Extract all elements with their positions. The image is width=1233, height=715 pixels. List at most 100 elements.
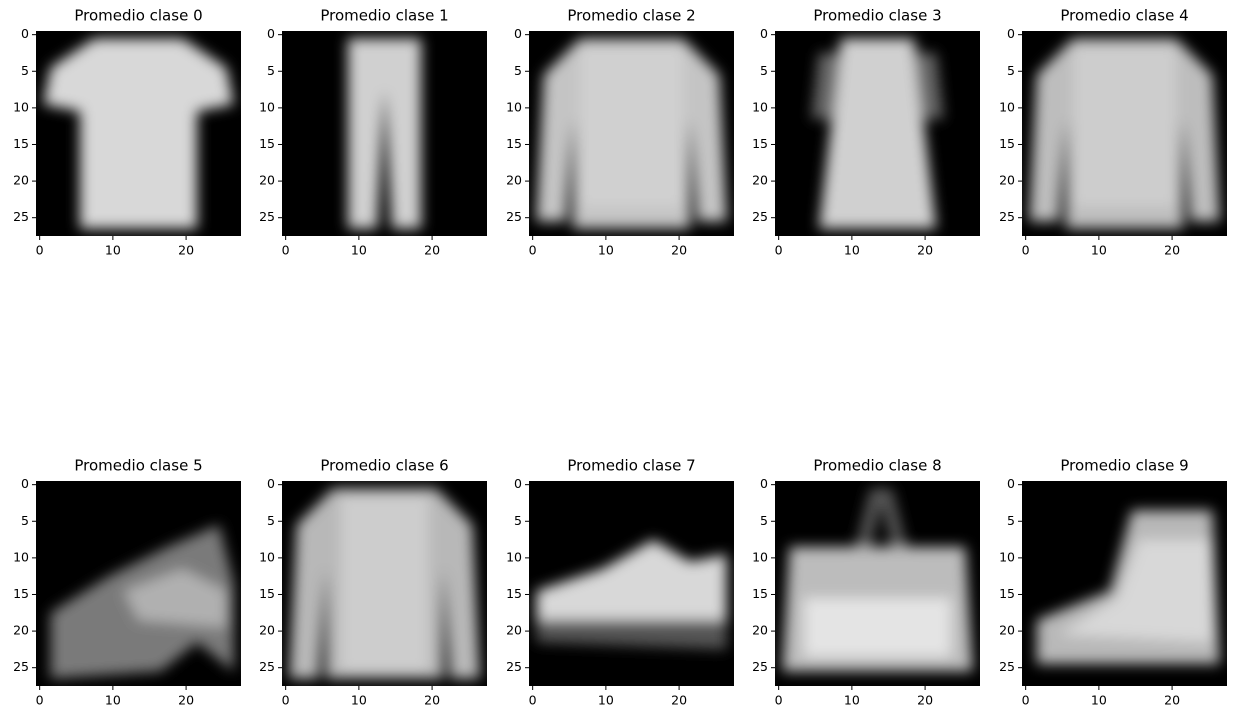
y-tick-label: 10 [506, 549, 522, 564]
y-tick-label: 5 [1007, 63, 1015, 78]
image-content [347, 38, 422, 229]
y-tick-label: 25 [506, 659, 522, 674]
x-tick-label: 10 [598, 243, 614, 258]
image [1022, 481, 1227, 686]
x-tick-label: 20 [424, 693, 440, 708]
y-tick-label: 15 [259, 136, 275, 151]
y-tick-label: 15 [752, 586, 768, 601]
y-tick-label: 25 [752, 209, 768, 224]
x-tick-label: 20 [917, 693, 933, 708]
silhouette [1073, 45, 1176, 207]
silhouette [536, 620, 727, 650]
silhouette [1058, 539, 1213, 643]
y-tick-label: 5 [21, 513, 29, 528]
subplot-title: Promedio clase 1 [320, 7, 448, 25]
silhouette [580, 45, 683, 207]
y-tick-label: 20 [506, 623, 522, 638]
subplot: Promedio clase 6 0 10 20 0 5 10 15 20 25 [259, 457, 487, 708]
y-tick-label: 25 [13, 209, 29, 224]
x-tick-label: 20 [178, 693, 194, 708]
y-tick-label: 10 [259, 99, 275, 114]
y-tick-label: 0 [514, 26, 522, 41]
y-tick-label: 25 [999, 209, 1015, 224]
y-tick-label: 25 [259, 209, 275, 224]
y-tick-label: 5 [760, 513, 768, 528]
y-tick-label: 10 [999, 549, 1015, 564]
y-tick-label: 20 [999, 173, 1015, 188]
subplot-title: Promedio clase 7 [567, 457, 695, 475]
x-tick-label: 20 [178, 243, 194, 258]
y-tick-label: 20 [259, 623, 275, 638]
subplot: Promedio clase 3 0 10 20 0 5 10 15 20 25 [752, 7, 980, 258]
y-tick-label: 0 [514, 476, 522, 491]
y-tick-label: 0 [1007, 26, 1015, 41]
y-tick-label: 10 [752, 99, 768, 114]
y-tick-label: 0 [1007, 476, 1015, 491]
y-tick-label: 25 [506, 209, 522, 224]
x-tick-label: 10 [105, 693, 121, 708]
subplot-title: Promedio clase 8 [813, 457, 941, 475]
image-content [289, 488, 480, 679]
x-tick-label: 10 [844, 243, 860, 258]
y-tick-label: 15 [506, 586, 522, 601]
image [529, 481, 734, 686]
image-content [1036, 510, 1220, 665]
image-content [536, 539, 727, 650]
subplot-title: Promedio clase 6 [320, 457, 448, 475]
silhouette [123, 568, 227, 628]
y-tick-label: 20 [13, 623, 29, 638]
y-tick-label: 10 [506, 99, 522, 114]
silhouette [340, 495, 429, 672]
y-tick-label: 10 [752, 549, 768, 564]
x-tick-label: 20 [1164, 243, 1180, 258]
y-tick-label: 10 [999, 99, 1015, 114]
y-tick-label: 0 [760, 476, 768, 491]
y-tick-label: 5 [267, 63, 275, 78]
y-tick-label: 25 [999, 659, 1015, 674]
subplot: Promedio clase 7 0 10 20 0 5 10 15 20 25 [506, 457, 734, 708]
x-tick-label: 0 [282, 243, 290, 258]
y-tick-label: 10 [13, 99, 29, 114]
y-tick-label: 5 [1007, 513, 1015, 528]
y-tick-label: 10 [259, 549, 275, 564]
x-tick-label: 10 [105, 243, 121, 258]
x-tick-label: 20 [671, 243, 687, 258]
y-tick-label: 0 [760, 26, 768, 41]
subplot-title: Promedio clase 0 [74, 7, 202, 25]
x-tick-label: 20 [917, 243, 933, 258]
y-tick-label: 5 [514, 513, 522, 528]
subplot: Promedio clase 1 0 10 20 0 5 10 15 20 25 [259, 7, 487, 258]
image [282, 31, 487, 236]
subplot: Promedio clase 9 0 10 20 0 5 10 15 20 25 [999, 457, 1227, 708]
y-tick-label: 15 [13, 136, 29, 151]
image-content [43, 38, 234, 229]
y-tick-label: 5 [514, 63, 522, 78]
x-tick-label: 10 [844, 693, 860, 708]
image [775, 481, 980, 686]
y-tick-label: 0 [21, 476, 29, 491]
x-tick-label: 20 [424, 243, 440, 258]
y-tick-label: 0 [21, 26, 29, 41]
image-content [536, 38, 727, 229]
y-tick-label: 0 [267, 26, 275, 41]
image-content [811, 38, 944, 229]
subplot-title: Promedio clase 4 [1060, 7, 1188, 25]
y-tick-label: 15 [506, 136, 522, 151]
y-tick-label: 25 [752, 659, 768, 674]
silhouette [818, 38, 937, 229]
silhouette [804, 598, 951, 657]
image-content [50, 524, 234, 679]
image [282, 481, 487, 686]
y-tick-label: 10 [13, 549, 29, 564]
x-tick-label: 0 [36, 243, 44, 258]
y-tick-label: 5 [267, 513, 275, 528]
x-tick-label: 20 [1164, 693, 1180, 708]
x-tick-label: 10 [598, 693, 614, 708]
x-tick-label: 20 [671, 693, 687, 708]
y-tick-label: 20 [752, 623, 768, 638]
x-tick-label: 0 [529, 243, 537, 258]
image [775, 31, 980, 236]
subplot: Promedio clase 8 0 10 20 0 5 10 15 20 25 [752, 457, 980, 708]
silhouette [855, 488, 907, 547]
